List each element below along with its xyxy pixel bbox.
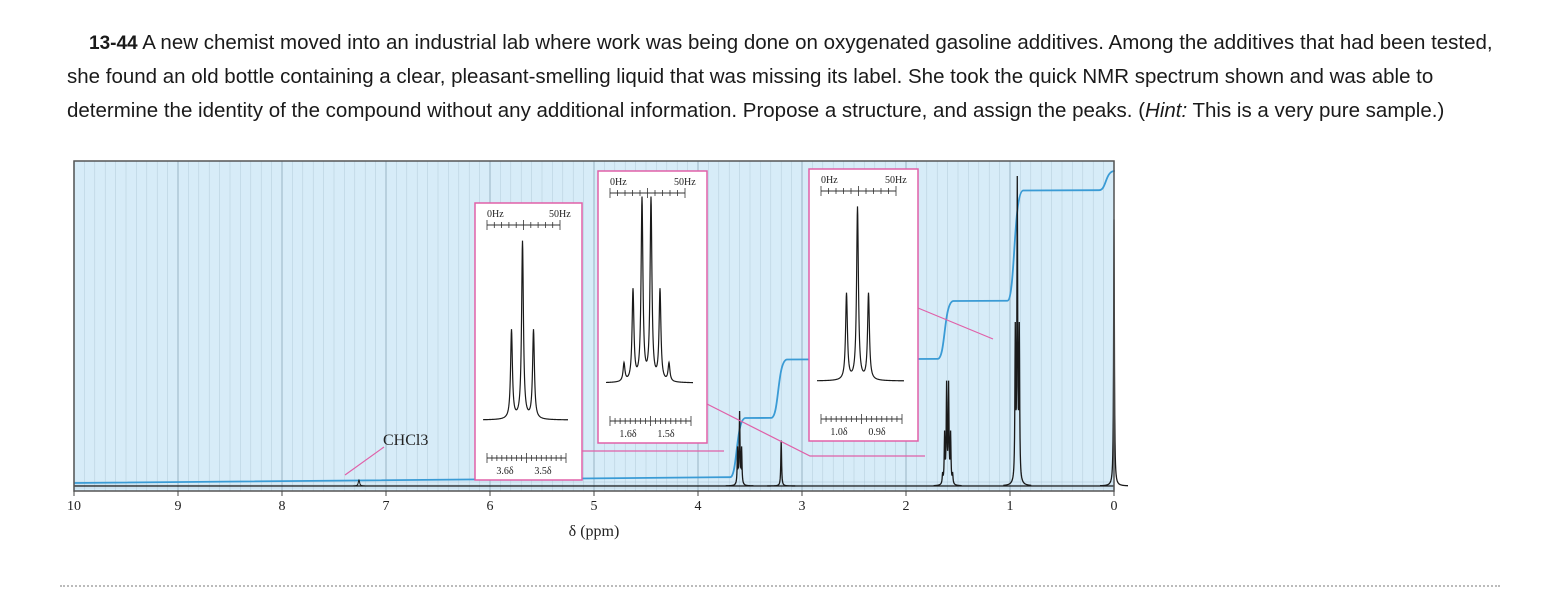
inset-ppm-right: 1.5δ bbox=[657, 429, 675, 440]
expansion-insets: 0Hz 50Hz 3.6δ 3.5δ 0Hz 50Hz 1.6δ 1.5δ 0Hz 50Hz 1.0… bbox=[474, 168, 919, 481]
inset-a: 0Hz 50Hz 3.6δ 3.5δ bbox=[474, 202, 583, 481]
problem-text-1: A new chemist moved into an industrial l… bbox=[67, 31, 1493, 122]
inset-hz-left: 0Hz bbox=[487, 209, 504, 220]
integral-curve bbox=[73, 170, 1115, 484]
peak-3.2 bbox=[767, 440, 796, 487]
inset-multiplet bbox=[605, 196, 694, 384]
peak-3.6 bbox=[725, 411, 754, 487]
x-tick-label: 7 bbox=[383, 499, 390, 514]
inset-hz-left: 0Hz bbox=[821, 175, 838, 186]
x-axis-title: δ (ppm) bbox=[569, 523, 620, 540]
chcl3-peak bbox=[352, 478, 365, 487]
cut-off-text-line bbox=[0, 585, 1552, 593]
peak-0.93 bbox=[1003, 175, 1032, 487]
inset-ppm-left: 3.6δ bbox=[496, 466, 514, 477]
inset-hz-right: 50Hz bbox=[885, 175, 907, 186]
inset-hz-right: 50Hz bbox=[674, 177, 696, 188]
problem-statement: 13-44 A new chemist moved into an indust… bbox=[67, 26, 1517, 127]
inset-leader bbox=[706, 403, 925, 457]
x-tick-label: 6 bbox=[487, 499, 494, 514]
inset-b: 0Hz 50Hz 1.6δ 1.5δ bbox=[597, 170, 708, 444]
x-tick-label: 10 bbox=[67, 499, 81, 514]
peak-1.6 bbox=[933, 380, 962, 487]
x-tick-label: 8 bbox=[279, 499, 286, 514]
x-tick-label: 1 bbox=[1007, 499, 1014, 514]
inset-ppm-left: 1.6δ bbox=[619, 429, 637, 440]
x-tick-label: 9 bbox=[175, 499, 182, 514]
inset-c: 0Hz 50Hz 1.0δ 0.9δ bbox=[808, 168, 919, 442]
inset-ppm-left: 1.0δ bbox=[830, 427, 848, 438]
inset-hz-left: 0Hz bbox=[610, 177, 627, 188]
chcl3-annotation: CHCl3 bbox=[383, 432, 428, 449]
inset-multiplet bbox=[482, 240, 568, 421]
chcl3-leader bbox=[344, 446, 385, 476]
inset-multiplet bbox=[817, 206, 904, 382]
inset-frame bbox=[474, 202, 583, 481]
inset-frame bbox=[808, 168, 919, 442]
inset-ppm-right: 3.5δ bbox=[534, 466, 552, 477]
inset-ppm-right: 0.9δ bbox=[868, 427, 886, 438]
inset-leader-lines bbox=[344, 307, 994, 476]
x-tick-label: 5 bbox=[591, 499, 598, 514]
x-tick-label: 0 bbox=[1111, 499, 1118, 514]
integral-trace bbox=[73, 170, 1115, 484]
inset-hz-right: 50Hz bbox=[549, 209, 571, 220]
x-tick-label: 3 bbox=[799, 499, 806, 514]
x-tick-label: 2 bbox=[903, 499, 910, 514]
x-axis-ticks: 10 9 8 7 6 5 4 3 2 1 0 bbox=[67, 491, 1118, 514]
x-tick-label: 4 bbox=[695, 499, 702, 514]
spectrum-peaks bbox=[74, 175, 1129, 487]
inset-leader bbox=[917, 307, 994, 340]
problem-text-2: This is a very pure sample.) bbox=[1187, 98, 1445, 122]
spectrum-grid bbox=[73, 161, 1115, 492]
hint-label: Hint: bbox=[1145, 98, 1188, 122]
problem-number: 13-44 bbox=[89, 33, 138, 54]
